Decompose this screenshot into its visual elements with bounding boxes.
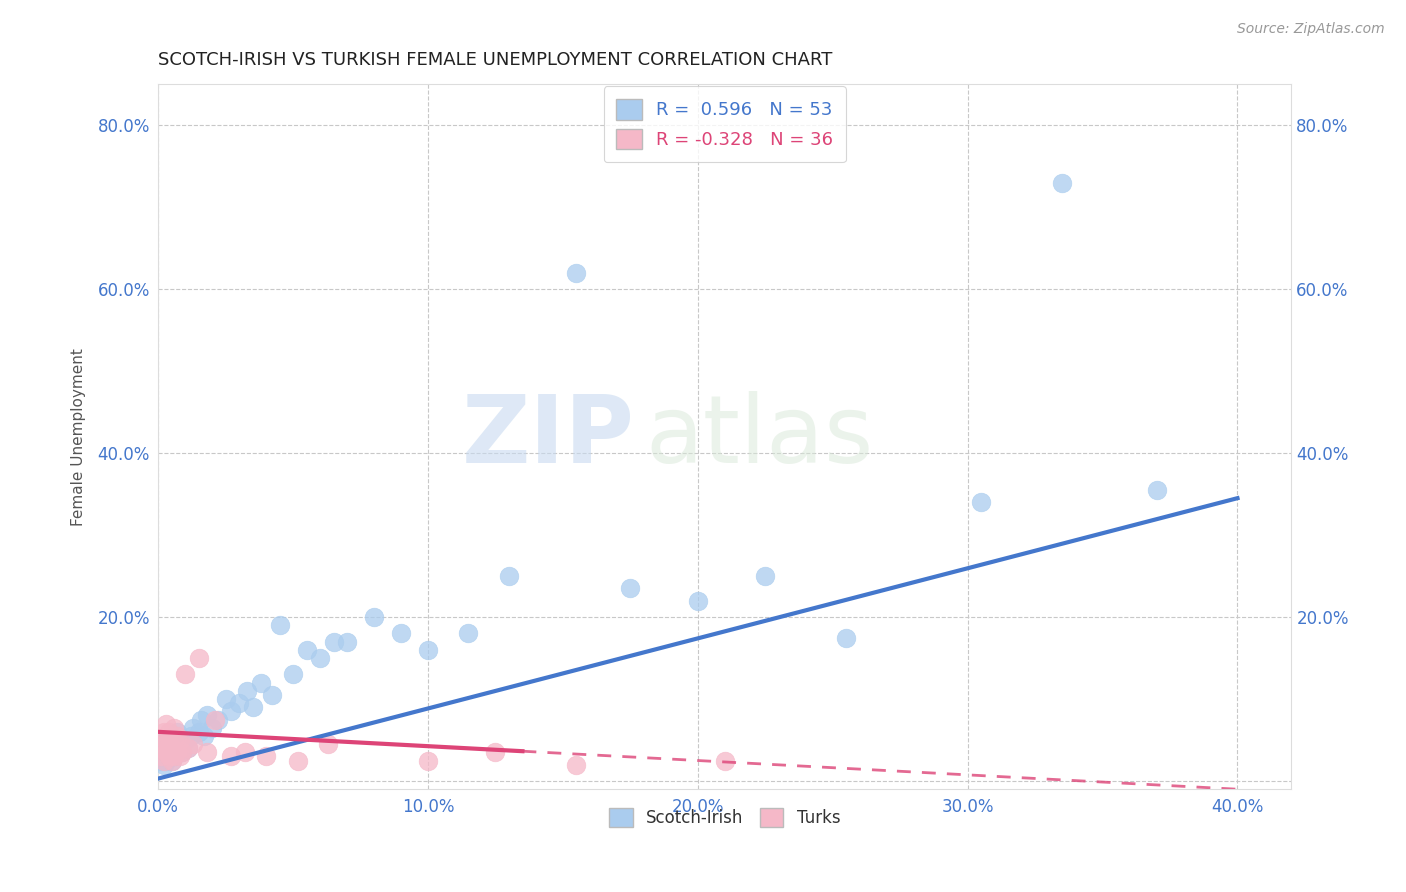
Point (619, 582, 641, 596)
Point (565, 266, 588, 280)
Point (174, 667, 197, 681)
Point (166, 745, 188, 759)
Point (316, 737, 339, 751)
Text: atlas: atlas (645, 391, 873, 483)
Point (149, 754, 172, 768)
Point (152, 757, 174, 772)
Point (152, 737, 174, 751)
Point (160, 741, 183, 756)
Point (363, 610, 385, 624)
Point (152, 741, 174, 756)
Point (484, 745, 506, 759)
Point (160, 754, 183, 768)
Point (177, 741, 200, 756)
Point (195, 745, 218, 759)
Point (219, 749, 242, 764)
Text: Source: ZipAtlas.com: Source: ZipAtlas.com (1237, 22, 1385, 37)
Text: ZIP: ZIP (461, 391, 634, 483)
Point (187, 651, 209, 665)
Point (190, 713, 212, 727)
Point (163, 749, 186, 764)
Legend: Scotch-Irish, Turks: Scotch-Irish, Turks (603, 801, 846, 834)
Point (565, 757, 588, 772)
Point (219, 704, 242, 718)
Y-axis label: Female Unemployment: Female Unemployment (72, 348, 86, 525)
Point (835, 631, 858, 645)
Point (336, 634, 359, 648)
Point (281, 667, 304, 681)
Point (155, 754, 177, 768)
Point (155, 733, 177, 747)
Point (149, 749, 172, 764)
Point (166, 745, 188, 759)
Point (181, 721, 204, 735)
Point (157, 724, 180, 739)
Point (1146, 483, 1168, 497)
Point (242, 700, 264, 714)
Point (249, 675, 271, 690)
Point (457, 626, 479, 640)
Point (181, 737, 204, 751)
Point (172, 745, 194, 759)
Point (204, 713, 226, 727)
Point (1050, 176, 1073, 190)
Point (169, 733, 191, 747)
Point (166, 724, 188, 739)
Point (174, 733, 197, 747)
Point (149, 749, 172, 764)
Point (193, 729, 215, 743)
Point (160, 754, 183, 768)
Point (236, 683, 259, 698)
Point (163, 749, 186, 764)
Point (163, 733, 186, 747)
Point (157, 737, 180, 751)
Point (201, 721, 224, 735)
Point (498, 569, 520, 583)
Point (160, 741, 183, 756)
Point (970, 495, 993, 509)
Point (155, 716, 177, 731)
Point (149, 741, 172, 756)
Point (169, 749, 191, 764)
Point (157, 749, 180, 764)
Point (714, 754, 737, 768)
Point (163, 733, 186, 747)
Point (152, 754, 174, 768)
Point (254, 749, 277, 764)
Point (207, 713, 229, 727)
Point (260, 688, 283, 702)
Text: SCOTCH-IRISH VS TURKISH FEMALE UNEMPLOYMENT CORRELATION CHART: SCOTCH-IRISH VS TURKISH FEMALE UNEMPLOYM… (159, 51, 832, 69)
Point (416, 643, 439, 657)
Point (228, 696, 250, 710)
Point (187, 724, 209, 739)
Point (686, 593, 709, 607)
Point (295, 643, 318, 657)
Point (180, 729, 202, 743)
Point (155, 745, 177, 759)
Point (214, 692, 236, 706)
Point (155, 733, 177, 747)
Point (195, 708, 218, 723)
Point (157, 749, 180, 764)
Point (157, 737, 180, 751)
Point (233, 745, 256, 759)
Point (169, 741, 191, 756)
Point (152, 724, 174, 739)
Point (166, 729, 188, 743)
Point (389, 626, 412, 640)
Point (754, 569, 776, 583)
Point (269, 618, 291, 632)
Point (163, 721, 186, 735)
Point (172, 745, 194, 759)
Point (155, 745, 177, 759)
Point (416, 754, 439, 768)
Point (177, 741, 200, 756)
Point (322, 634, 344, 648)
Point (309, 651, 332, 665)
Point (287, 754, 309, 768)
